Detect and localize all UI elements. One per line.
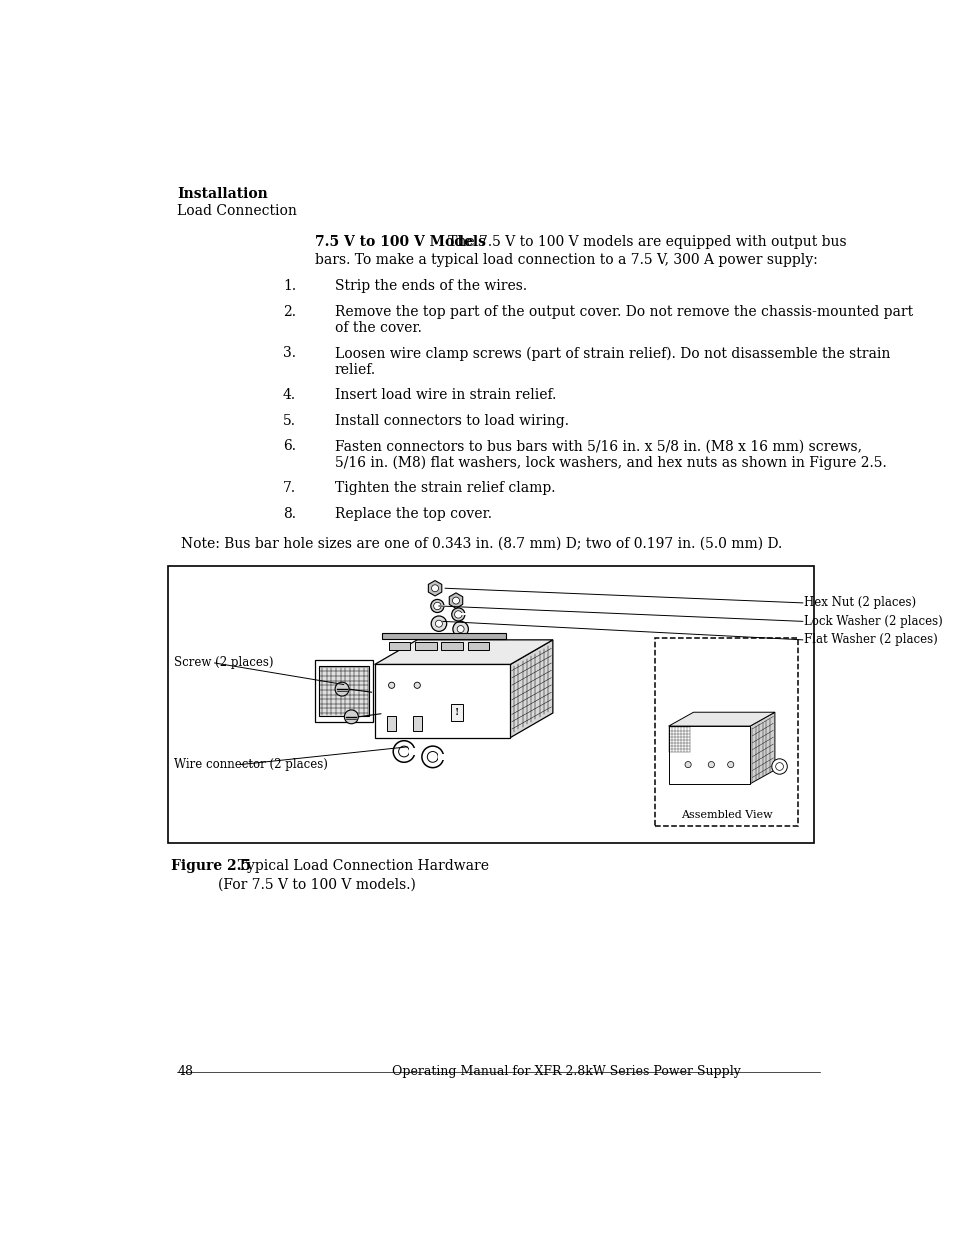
Text: Remove the top part of the output cover. Do not remove the chassis-mounted part: Remove the top part of the output cover.…	[335, 305, 912, 319]
Bar	[467, 642, 489, 650]
Circle shape	[775, 763, 782, 771]
Text: Installation: Installation	[177, 186, 268, 201]
Text: Install connectors to load wiring.: Install connectors to load wiring.	[335, 414, 568, 427]
Text: 7.5 V to 100 V Models: 7.5 V to 100 V Models	[314, 235, 485, 249]
Bar	[654, 637, 798, 826]
Bar	[415, 642, 436, 650]
Text: 6.: 6.	[283, 440, 295, 453]
Circle shape	[452, 597, 459, 604]
Circle shape	[431, 585, 438, 592]
Polygon shape	[375, 664, 510, 737]
Text: Load Connection: Load Connection	[177, 205, 297, 219]
Polygon shape	[749, 713, 774, 784]
Circle shape	[344, 710, 358, 724]
Text: Strip the ends of the wires.: Strip the ends of the wires.	[335, 279, 526, 293]
Text: 1.: 1.	[282, 279, 295, 293]
Polygon shape	[409, 748, 416, 755]
Circle shape	[431, 616, 446, 631]
Text: Note: Bus bar hole sizes are one of 0.343 in. (8.7 mm) D; two of 0.197 in. (5.0 : Note: Bus bar hole sizes are one of 0.34…	[181, 537, 781, 551]
Circle shape	[427, 751, 437, 762]
Circle shape	[684, 762, 691, 768]
Text: relief.: relief.	[335, 363, 375, 377]
Circle shape	[707, 762, 714, 768]
Text: 3.: 3.	[283, 347, 295, 361]
Text: Replace the top cover.: Replace the top cover.	[335, 506, 491, 521]
Circle shape	[414, 682, 420, 688]
Polygon shape	[437, 753, 445, 760]
Text: 8.: 8.	[283, 506, 295, 521]
Text: Wire connector (2 places): Wire connector (2 places)	[174, 758, 328, 771]
Circle shape	[431, 599, 443, 613]
Circle shape	[398, 746, 409, 757]
Text: 48: 48	[177, 1065, 193, 1078]
Text: The 7.5 V to 100 V models are equipped with output bus: The 7.5 V to 100 V models are equipped w…	[435, 235, 845, 249]
Text: Flat Washer (2 places): Flat Washer (2 places)	[803, 634, 937, 646]
Circle shape	[393, 741, 415, 762]
Circle shape	[434, 603, 440, 610]
Polygon shape	[375, 640, 553, 664]
Bar	[382, 634, 506, 640]
Bar	[314, 659, 373, 722]
Text: 5.: 5.	[283, 414, 295, 427]
Text: Figure 2.5: Figure 2.5	[171, 858, 251, 872]
Polygon shape	[510, 640, 553, 737]
Text: of the cover.: of the cover.	[335, 321, 421, 335]
Circle shape	[727, 762, 733, 768]
Polygon shape	[668, 726, 749, 784]
Bar	[387, 716, 395, 731]
Polygon shape	[428, 580, 441, 597]
Text: Operating Manual for XFR 2.8kW Series Power Supply: Operating Manual for XFR 2.8kW Series Po…	[392, 1065, 740, 1078]
Bar	[450, 704, 462, 721]
Circle shape	[453, 621, 468, 637]
Text: 4.: 4.	[282, 389, 295, 403]
Text: !: !	[455, 708, 458, 716]
Bar	[412, 716, 421, 731]
Text: Screw (2 places): Screw (2 places)	[174, 657, 274, 669]
Text: 2.: 2.	[283, 305, 295, 319]
Polygon shape	[668, 713, 774, 726]
Text: bars. To make a typical load connection to a 7.5 V, 300 A power supply:: bars. To make a typical load connection …	[314, 253, 817, 267]
Text: Typical Load Connection Hardware: Typical Load Connection Hardware	[229, 858, 488, 872]
Circle shape	[455, 611, 461, 619]
Text: 7.: 7.	[282, 482, 295, 495]
Text: Fasten connectors to bus bars with 5/16 in. x 5/8 in. (M8 x 16 mm) screws,: Fasten connectors to bus bars with 5/16 …	[335, 440, 861, 453]
Bar	[318, 666, 369, 716]
Circle shape	[435, 620, 442, 627]
Bar	[168, 566, 813, 844]
Bar	[441, 642, 462, 650]
Circle shape	[452, 608, 464, 621]
Text: Assembled View: Assembled View	[679, 810, 772, 820]
Circle shape	[456, 626, 464, 632]
Text: 5/16 in. (M8) flat washers, lock washers, and hex nuts as shown in Figure 2.5.: 5/16 in. (M8) flat washers, lock washers…	[335, 456, 885, 471]
Text: Tighten the strain relief clamp.: Tighten the strain relief clamp.	[335, 482, 555, 495]
Text: Lock Washer (2 places): Lock Washer (2 places)	[803, 615, 943, 627]
Circle shape	[421, 746, 443, 768]
Circle shape	[335, 682, 349, 697]
Bar	[388, 642, 410, 650]
Circle shape	[771, 758, 786, 774]
Polygon shape	[449, 593, 462, 609]
Text: Insert load wire in strain relief.: Insert load wire in strain relief.	[335, 389, 556, 403]
Text: Loosen wire clamp screws (part of strain relief). Do not disassemble the strain: Loosen wire clamp screws (part of strain…	[335, 347, 889, 361]
Text: (For 7.5 V to 100 V models.): (For 7.5 V to 100 V models.)	[217, 878, 416, 892]
Circle shape	[388, 682, 395, 688]
Text: Hex Nut (2 places): Hex Nut (2 places)	[803, 597, 916, 609]
